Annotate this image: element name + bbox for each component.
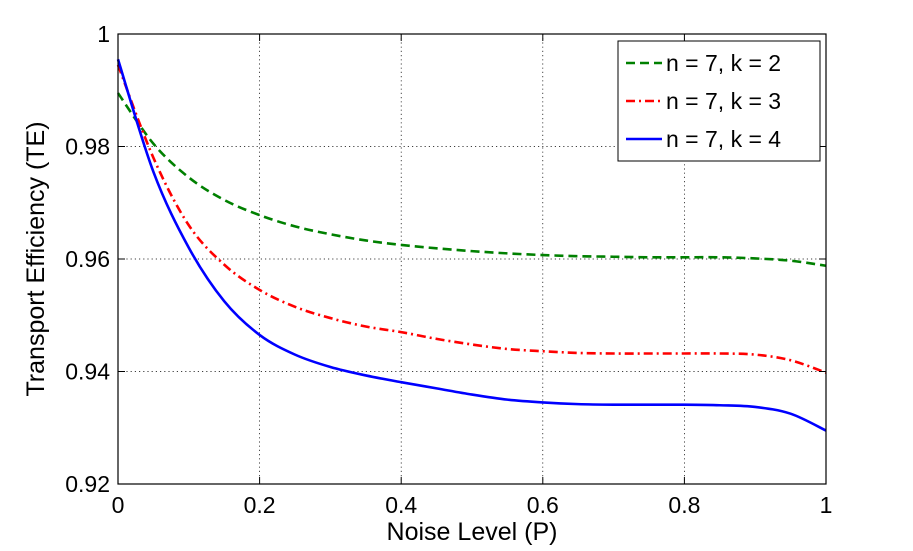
y-tick-labels: 0.92 0.94 0.96 0.98 1 [65, 21, 110, 497]
legend-label-3: n = 7, k = 4 [666, 126, 781, 152]
x-tick-label: 0 [112, 492, 125, 518]
series-lines [116, 58, 827, 432]
y-axis-label: Transport Efficiency (TE) [22, 121, 50, 396]
y-tick-label: 0.94 [65, 359, 110, 385]
x-tick-labels: 0 0.2 0.4 0.6 0.8 1 [112, 492, 833, 518]
legend-label-2: n = 7, k = 3 [666, 88, 781, 114]
series-line-3 [116, 58, 827, 432]
x-tick-label: 0.8 [668, 492, 700, 518]
y-tick-label: 0.96 [65, 246, 110, 272]
x-tick-label: 0.6 [527, 492, 559, 518]
legend-label-1: n = 7, k = 2 [666, 50, 781, 76]
series-line-1 [116, 92, 827, 268]
grid [118, 34, 826, 484]
y-tick-label: 0.98 [65, 134, 110, 160]
y-tick-label: 0.92 [65, 471, 110, 497]
legend: n = 7, k = 2 n = 7, k = 3 n = 7, k = 4 [617, 40, 821, 162]
series-line-2 [116, 64, 827, 374]
x-tick-label: 1 [820, 492, 833, 518]
x-axis-label: Noise Level (P) [387, 518, 558, 546]
axis-ticks [117, 33, 827, 485]
x-tick-label: 0.4 [385, 492, 417, 518]
y-tick-label: 1 [97, 21, 110, 47]
x-tick-label: 0.2 [244, 492, 276, 518]
